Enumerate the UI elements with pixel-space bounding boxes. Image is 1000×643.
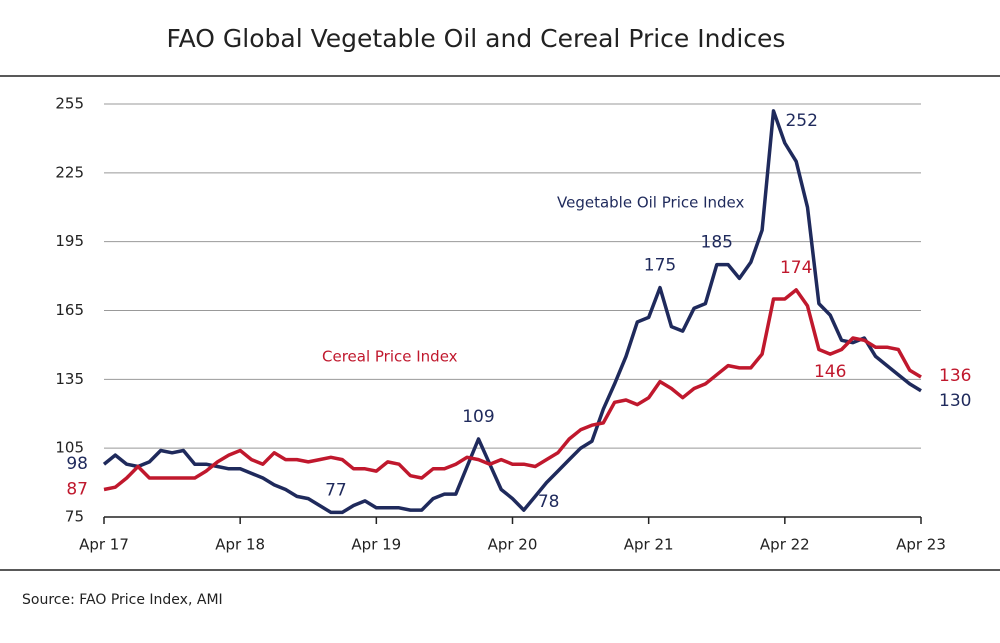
y-tick-label: 225 [55, 163, 84, 181]
data-label: 78 [538, 492, 560, 512]
x-tick-label: Apr 17 [79, 536, 129, 554]
data-label: 130 [939, 391, 971, 411]
data-label: 87 [66, 479, 88, 499]
y-tick-label: 75 [65, 508, 84, 526]
series-line [102, 109, 922, 515]
x-tick-label: Apr 23 [896, 536, 946, 554]
x-tick-label: Apr 19 [351, 536, 401, 554]
data-label: 98 [66, 454, 88, 474]
source-note: Source: FAO Price Index, AMI [22, 592, 223, 608]
data-label: 136 [939, 366, 971, 386]
series-label: Vegetable Oil Price Index [557, 194, 745, 212]
data-label: 174 [780, 258, 812, 278]
data-label: 252 [785, 111, 817, 131]
data-label: 175 [644, 256, 676, 276]
data-label: 77 [325, 480, 347, 500]
y-tick-label: 135 [55, 370, 84, 388]
x-tick-label: Apr 22 [760, 536, 810, 554]
series-label: Cereal Price Index [322, 348, 458, 366]
series-line [103, 288, 922, 492]
y-tick-label: 195 [55, 232, 84, 250]
y-tick-label: 165 [55, 301, 84, 319]
y-tick-label: 105 [55, 439, 84, 457]
data-label: 109 [462, 407, 494, 427]
data-label: 185 [701, 233, 733, 253]
x-tick-label: Apr 21 [624, 536, 674, 554]
chart-title: FAO Global Vegetable Oil and Cereal Pric… [167, 24, 786, 53]
x-tick-label: Apr 18 [215, 536, 265, 554]
x-tick-label: Apr 20 [488, 536, 538, 554]
y-tick-label: 255 [55, 95, 84, 113]
data-label: 146 [814, 362, 846, 382]
